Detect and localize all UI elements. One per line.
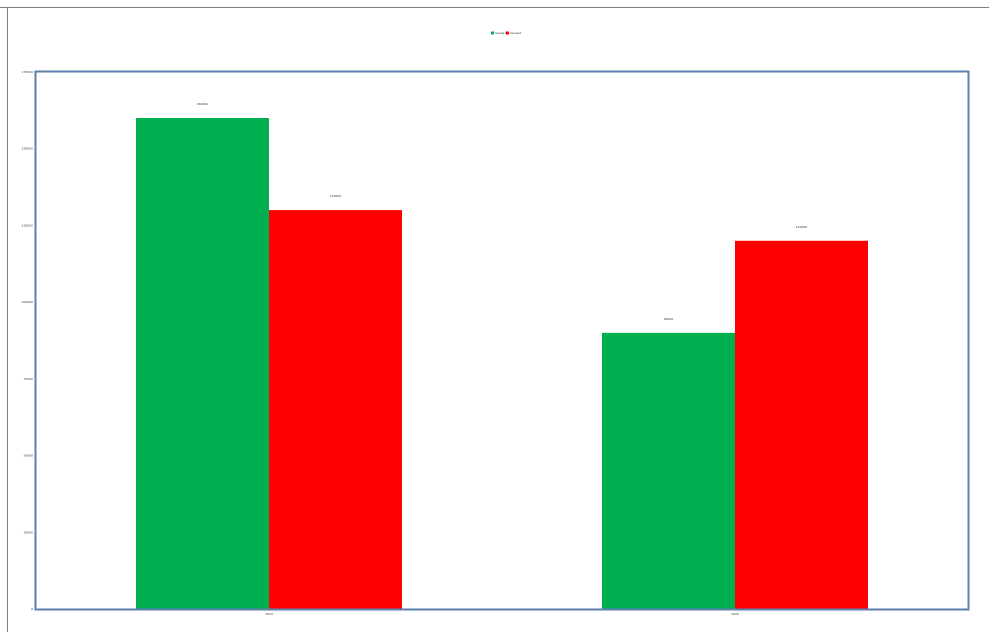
legend-label: Series1 (495, 31, 506, 35)
bar-series2-2019 (269, 210, 402, 610)
legend: Series1 Series2 (491, 31, 521, 35)
bars-group (136, 118, 868, 610)
y-tick-label: 0 (31, 607, 33, 611)
legend-label: Series2 (510, 31, 521, 35)
data-label: 160000 (197, 102, 209, 106)
data-label: 130000 (330, 194, 342, 198)
y-tick-label: 175000 (22, 70, 34, 74)
bar-series1-2020 (602, 332, 735, 609)
y-tick-label: 50000 (23, 454, 33, 458)
y-tick-label: 150000 (22, 147, 34, 151)
legend-swatch (506, 31, 509, 35)
data-label: 120000 (796, 225, 808, 229)
x-tick-label: 2019 (265, 612, 273, 616)
x-axis: 2019 2020 (265, 612, 739, 616)
y-tick-label: 25000 (23, 530, 33, 534)
y-tick-label: 75000 (23, 377, 33, 381)
data-label: 90000 (664, 317, 674, 321)
y-axis: 0 25000 50000 75000 100000 125000 150000 175000 (22, 70, 34, 611)
bar-series1-2019 (136, 118, 269, 610)
legend-swatch (491, 31, 494, 35)
plot-area-border (34, 70, 970, 611)
data-labels-group: 160000 130000 90000 120000 (197, 102, 808, 321)
bar-series2-2020 (735, 240, 868, 609)
y-tick-label: 100000 (22, 300, 34, 304)
y-tick-label: 125000 (22, 223, 34, 227)
x-tick-label: 2020 (731, 612, 739, 616)
